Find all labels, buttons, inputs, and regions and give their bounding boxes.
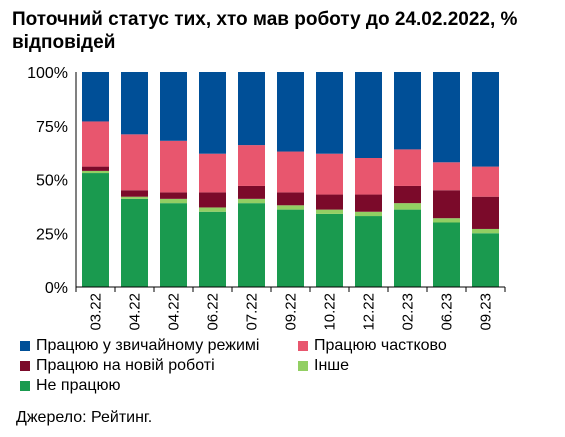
y-tick-label: 50% xyxy=(36,173,68,190)
legend-label-partial: Працюю частково xyxy=(314,337,447,354)
chart-title: Поточний статус тих, хто мав роботу до 2… xyxy=(12,9,518,53)
legend-swatch-other xyxy=(298,361,308,371)
legend-swatch-new-job xyxy=(20,361,30,371)
bar-segment xyxy=(277,151,304,193)
stacked-bar-chart: 0% 25% 50% 75% 100% 03.22 04.22 04.22 06.22 07.22… xyxy=(27,65,506,331)
bar-segment xyxy=(82,121,109,167)
x-tick-label: 09.22 xyxy=(283,293,300,331)
bar-segment xyxy=(238,203,265,287)
bar-segment xyxy=(394,203,421,210)
bar-segment xyxy=(238,72,265,146)
legend-swatch-normal xyxy=(20,341,30,351)
y-tick-label: 75% xyxy=(36,119,68,136)
bar-segment xyxy=(160,203,187,287)
y-tick-label: 0% xyxy=(45,280,68,297)
bar-segment xyxy=(433,222,460,287)
legend-swatch-not-working xyxy=(20,381,30,391)
legend-label-new-job: Працюю на новій роботі xyxy=(36,357,215,374)
x-tick-label: 02.23 xyxy=(400,293,417,331)
x-tick-label: 04.22 xyxy=(166,293,183,331)
bar-segment xyxy=(121,198,148,287)
bar-segment xyxy=(433,162,460,191)
bar-segment xyxy=(121,134,148,191)
legend-item-normal: Працюю у звичайному режимі xyxy=(20,337,259,355)
bar-segment xyxy=(433,218,460,223)
bar-segment xyxy=(199,192,226,208)
y-tick-label: 100% xyxy=(27,65,68,82)
bar-segment xyxy=(199,153,226,193)
x-tick-label: 10.22 xyxy=(322,293,339,331)
legend-label-other: Інше xyxy=(314,357,350,374)
legend-item-other: Інше xyxy=(298,357,349,375)
bar-segment xyxy=(277,205,304,210)
bar-segment xyxy=(433,72,460,163)
bar-segment xyxy=(316,194,343,210)
bar-segment xyxy=(316,153,343,195)
bar-segment xyxy=(121,196,148,199)
bar-segment xyxy=(160,198,187,204)
x-tick-label: 09.23 xyxy=(478,293,495,331)
legend-item-partial: Працюю частково xyxy=(298,337,447,355)
bar-segment xyxy=(472,228,499,234)
legend-swatch-partial xyxy=(298,341,308,351)
bar-segment xyxy=(394,149,421,186)
bar-segment xyxy=(277,209,304,287)
bar-segment xyxy=(121,190,148,197)
bar-segment xyxy=(199,72,226,154)
bar-segment xyxy=(394,209,421,287)
legend-item-new-job: Працюю на новій роботі xyxy=(20,357,215,375)
bar-segment xyxy=(316,209,343,214)
bar-segment xyxy=(160,72,187,141)
bar-segment xyxy=(199,211,226,287)
bar-segment xyxy=(472,72,499,167)
legend-item-not-working: Не працюю xyxy=(20,377,121,395)
bar-segment xyxy=(355,211,382,217)
bar-segment xyxy=(472,166,499,197)
bar-segment xyxy=(82,72,109,122)
y-tick-label: 25% xyxy=(36,226,68,243)
bar-segment xyxy=(394,185,421,204)
legend-label-not-working: Не працюю xyxy=(36,377,121,394)
x-tick-label: 06.23 xyxy=(439,293,456,331)
source-note: Джерело: Рейтинг. xyxy=(16,409,153,426)
bar-segment xyxy=(316,213,343,287)
bar-segment xyxy=(121,72,148,135)
bar-segment xyxy=(472,233,499,287)
bar-segment xyxy=(82,173,109,287)
bar-segment xyxy=(277,192,304,206)
bar-segment xyxy=(160,140,187,193)
bar-segment xyxy=(433,190,460,219)
bar-segment xyxy=(199,207,226,212)
bar-segment xyxy=(238,185,265,199)
x-tick-label: 03.22 xyxy=(88,293,105,331)
bar-segment xyxy=(277,72,304,152)
bar-segment xyxy=(355,194,382,212)
bar-segment xyxy=(316,72,343,154)
bar-segment xyxy=(355,72,382,158)
bar-segment xyxy=(82,166,109,171)
x-tick-label: 07.22 xyxy=(244,293,261,331)
bar-segment xyxy=(355,158,382,195)
x-tick-label: 12.22 xyxy=(361,293,378,331)
bar-segment xyxy=(160,192,187,199)
bar-segment xyxy=(472,196,499,229)
bar-segment xyxy=(238,145,265,186)
x-tick-label: 06.22 xyxy=(205,293,222,331)
x-tick-label: 04.22 xyxy=(127,293,144,331)
bar-segment xyxy=(238,198,265,204)
legend-label-normal: Працюю у звичайному режимі xyxy=(36,337,260,354)
bar-segment xyxy=(355,216,382,287)
bar-segment xyxy=(394,72,421,150)
bar-segment xyxy=(82,170,109,174)
